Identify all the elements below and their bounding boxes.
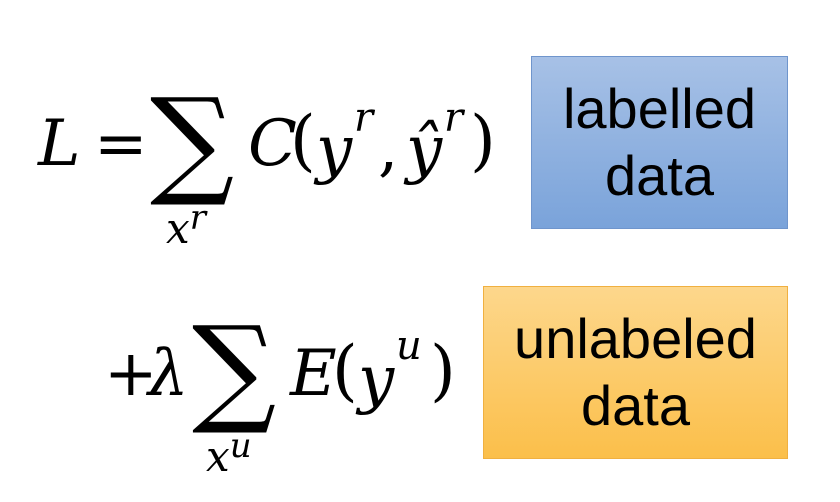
y-hat-superscript-r: r — [444, 95, 464, 141]
open-paren-e: ( — [332, 332, 358, 409]
comma: , — [378, 111, 399, 185]
y-hat-labelled: ŷ — [406, 113, 443, 187]
entropy-function-e: E — [290, 337, 337, 411]
loss-symbol: L — [38, 107, 81, 181]
sum-subscript-unlabeled: xu — [206, 426, 252, 481]
unlabeled-box-line-1: unlabeled — [514, 307, 757, 371]
cost-function-c: C — [248, 107, 297, 181]
labelled-box-line-2: data — [604, 143, 714, 207]
plus-sign: + — [104, 337, 158, 411]
close-paren-c: ) — [470, 102, 496, 179]
unlabeled-data-box: unlabeled data — [483, 286, 788, 459]
open-paren-c: ( — [290, 102, 316, 179]
sum-subscript-labelled: xr — [166, 198, 206, 253]
y-superscript-r: r — [354, 95, 374, 141]
sum-symbol-labelled: ∑ — [150, 72, 235, 210]
labelled-data-box: labelled data — [531, 56, 788, 229]
equals-sign: = — [94, 107, 148, 181]
y-unlabeled: y — [358, 343, 395, 417]
lambda-symbol: λ — [148, 337, 189, 411]
close-paren-e: ) — [430, 332, 456, 409]
sum-symbol-unlabeled: ∑ — [192, 300, 277, 438]
labelled-box-line-1: labelled — [562, 77, 757, 141]
y-superscript-u: u — [396, 323, 422, 369]
unlabeled-box-line-2: data — [581, 373, 690, 437]
y-labelled: y — [316, 113, 353, 187]
